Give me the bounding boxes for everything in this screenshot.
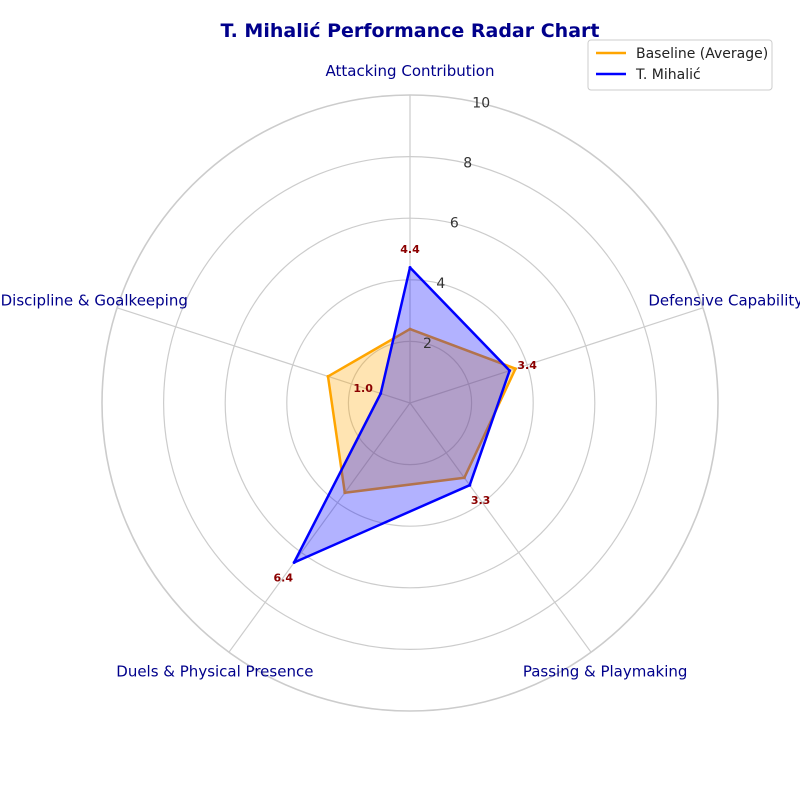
data-point-baseline-average-attacking-contribution xyxy=(408,327,412,331)
data-point-t-mihali-attacking-contribution xyxy=(408,265,412,269)
radar-series xyxy=(292,265,517,564)
radar-labels: 2 4 6 8 10 Attacking Contribution Defensive Ca… xyxy=(1,62,800,681)
tick-label: 6 xyxy=(450,216,459,232)
data-point-baseline-average-discipline-goalkeeping xyxy=(326,374,330,378)
spoke-defensive-capability xyxy=(409,307,704,404)
legend-entry-t-mihali: T. Mihalić xyxy=(635,67,701,83)
data-point-t-mihali-discipline-goalkeeping xyxy=(379,391,383,395)
axis-label-defensive-capability: Defensive Capability xyxy=(648,291,800,309)
data-label-duels-physical-presence: 6.4 xyxy=(274,571,294,584)
chart-title: T. Mihalić Performance Radar Chart xyxy=(221,20,600,42)
data-point-baseline-average-passing-playmaking xyxy=(462,476,466,480)
data-label-defensive-capability: 3.4 xyxy=(517,359,537,372)
spoke-discipline-goalkeeping xyxy=(116,307,411,404)
data-label-attacking-contribution: 4.4 xyxy=(400,243,420,256)
series-area-t-mihali xyxy=(292,266,511,564)
legend: Baseline (Average) T. Mihalić xyxy=(587,39,773,91)
data-label-passing-playmaking: 3.3 xyxy=(471,494,491,507)
data-label-discipline-goalkeeping: 1.0 xyxy=(353,382,373,395)
legend-entry-baseline-average: Baseline (Average) xyxy=(636,46,768,62)
data-point-t-mihali-duels-physical-presence xyxy=(292,560,296,564)
tick-label: 10 xyxy=(472,95,490,111)
tick-label: 4 xyxy=(436,276,445,292)
axis-label-duels-physical-presence: Duels & Physical Presence xyxy=(116,663,313,681)
spoke-duels-physical-presence xyxy=(228,402,411,653)
data-point-baseline-average-duels-physical-presence xyxy=(343,491,347,495)
radar-grid xyxy=(101,94,719,712)
data-point-t-mihali-defensive-capability xyxy=(508,369,512,373)
axis-label-passing-playmaking: Passing & Playmaking xyxy=(523,663,688,681)
tick-label: 8 xyxy=(463,156,472,172)
spoke-passing-playmaking xyxy=(409,402,592,653)
tick-label: 2 xyxy=(423,336,432,352)
axis-label-attacking-contribution: Attacking Contribution xyxy=(326,62,495,80)
legend-frame xyxy=(587,39,773,91)
series-area-baseline-average xyxy=(326,327,517,494)
data-point-baseline-average-defensive-capability xyxy=(513,367,517,371)
axis-label-discipline-goalkeeping: Discipline & Goalkeeping xyxy=(1,291,188,309)
data-point-t-mihali-passing-playmaking xyxy=(468,483,472,487)
